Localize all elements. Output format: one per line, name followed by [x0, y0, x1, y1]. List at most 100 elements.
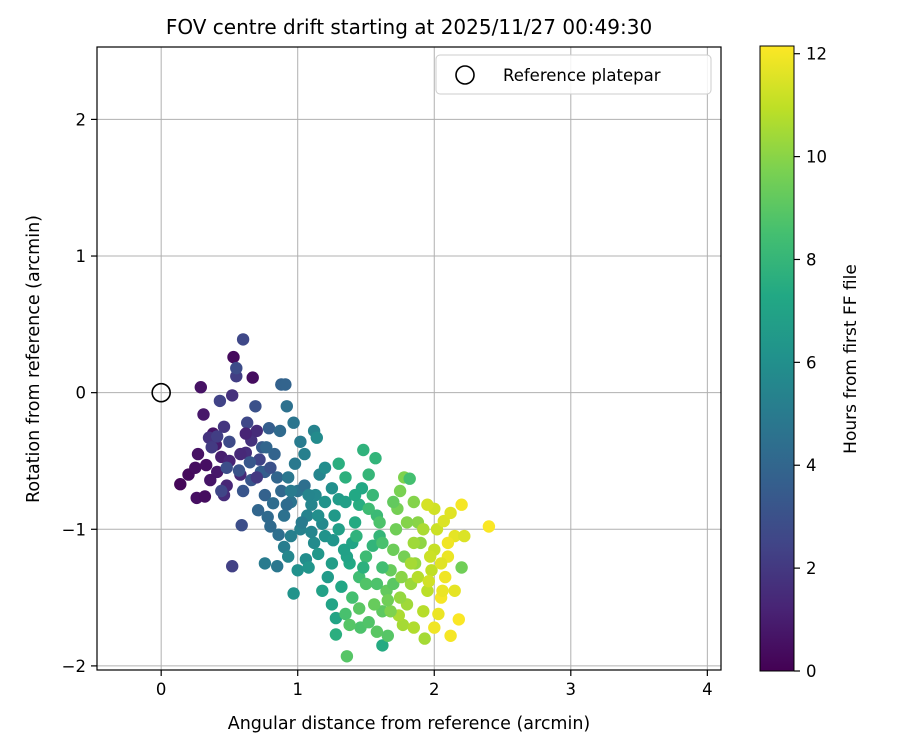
- data-point: [239, 427, 252, 440]
- data-point: [329, 628, 343, 641]
- data-point: [396, 618, 410, 632]
- data-point: [232, 464, 246, 477]
- data-point: [329, 611, 343, 625]
- data-point: [189, 461, 202, 474]
- data-point: [174, 478, 187, 491]
- data-point: [421, 498, 434, 511]
- x-tick-label: 2: [429, 680, 440, 699]
- y-tick-label: 1: [76, 247, 87, 266]
- data-point: [264, 461, 277, 474]
- data-point: [295, 516, 308, 529]
- legend-marker-icon: [455, 65, 475, 85]
- data-point: [226, 560, 239, 573]
- data-point: [369, 452, 382, 465]
- data-point: [339, 607, 352, 621]
- data-point: [417, 605, 430, 618]
- data-point: [288, 457, 302, 470]
- data-point: [264, 520, 277, 533]
- data-point: [217, 420, 231, 433]
- data-point: [425, 564, 438, 577]
- data-point: [211, 465, 224, 479]
- data-point: [368, 598, 381, 611]
- data-point: [262, 422, 276, 435]
- data-point: [302, 488, 315, 502]
- data-point: [260, 441, 273, 454]
- data-point: [348, 488, 362, 502]
- colorbar-tick-label: 6: [806, 353, 817, 372]
- data-point: [327, 534, 340, 547]
- colorbar-tick-label: 12: [806, 45, 827, 64]
- data-point: [236, 333, 250, 346]
- data-point: [343, 618, 356, 632]
- data-point: [258, 488, 272, 502]
- data-point: [376, 561, 389, 574]
- data-point: [280, 400, 293, 413]
- data-point: [271, 560, 284, 573]
- data-point: [273, 424, 287, 438]
- data-point: [387, 577, 400, 591]
- data-point: [424, 550, 437, 563]
- data-point: [393, 591, 407, 604]
- data-point: [284, 529, 298, 543]
- data-point: [357, 443, 370, 457]
- data-point: [353, 602, 366, 615]
- data-point: [357, 561, 370, 574]
- data-point: [261, 510, 274, 524]
- data-point: [223, 435, 236, 448]
- colorbar-tick-label: 2: [806, 559, 817, 578]
- data-point: [346, 591, 359, 604]
- data-point: [204, 473, 217, 487]
- colorbar-tick-label: 8: [806, 250, 817, 269]
- data-point: [332, 457, 345, 470]
- data-point: [250, 424, 263, 438]
- data-point: [350, 529, 363, 543]
- data-point: [321, 570, 334, 584]
- data-point: [455, 498, 468, 511]
- data-point: [213, 394, 227, 408]
- data-point: [305, 525, 318, 539]
- data-point: [411, 570, 425, 584]
- data-point: [194, 381, 207, 394]
- data-point: [325, 557, 339, 570]
- data-point: [226, 389, 239, 402]
- data-point: [275, 484, 288, 498]
- data-point: [373, 516, 386, 529]
- y-tick-label: 2: [76, 110, 87, 129]
- data-point: [298, 447, 311, 461]
- data-point: [312, 509, 325, 522]
- y-tick-label: −1: [62, 520, 86, 539]
- data-point: [418, 632, 431, 645]
- data-point: [198, 490, 212, 503]
- data-point: [312, 547, 325, 561]
- x-axis-ticks: 0 1 2 3 4: [156, 670, 713, 699]
- legend-label: Reference platepar: [503, 66, 661, 85]
- data-points: [174, 333, 496, 663]
- data-point: [332, 523, 345, 536]
- data-point: [236, 484, 250, 498]
- data-point: [370, 577, 384, 591]
- x-axis-label: Angular distance from reference (arcmin): [228, 714, 591, 734]
- data-point: [258, 557, 272, 570]
- data-point: [441, 536, 455, 550]
- data-point: [437, 514, 450, 528]
- data-point: [241, 416, 254, 429]
- data-point: [277, 540, 291, 554]
- data-point: [282, 471, 295, 484]
- data-point: [316, 584, 329, 597]
- colorbar-tick-label: 10: [806, 148, 827, 167]
- data-point: [271, 471, 284, 484]
- data-point: [348, 516, 362, 529]
- y-tick-label: −2: [62, 657, 86, 676]
- data-point: [282, 550, 295, 563]
- data-point: [387, 495, 400, 509]
- data-point: [246, 371, 259, 384]
- data-point: [328, 509, 341, 522]
- data-point: [197, 408, 210, 421]
- data-point: [205, 441, 218, 454]
- data-point: [339, 471, 352, 484]
- data-point: [253, 453, 266, 466]
- data-point: [294, 435, 307, 448]
- data-point: [220, 461, 233, 474]
